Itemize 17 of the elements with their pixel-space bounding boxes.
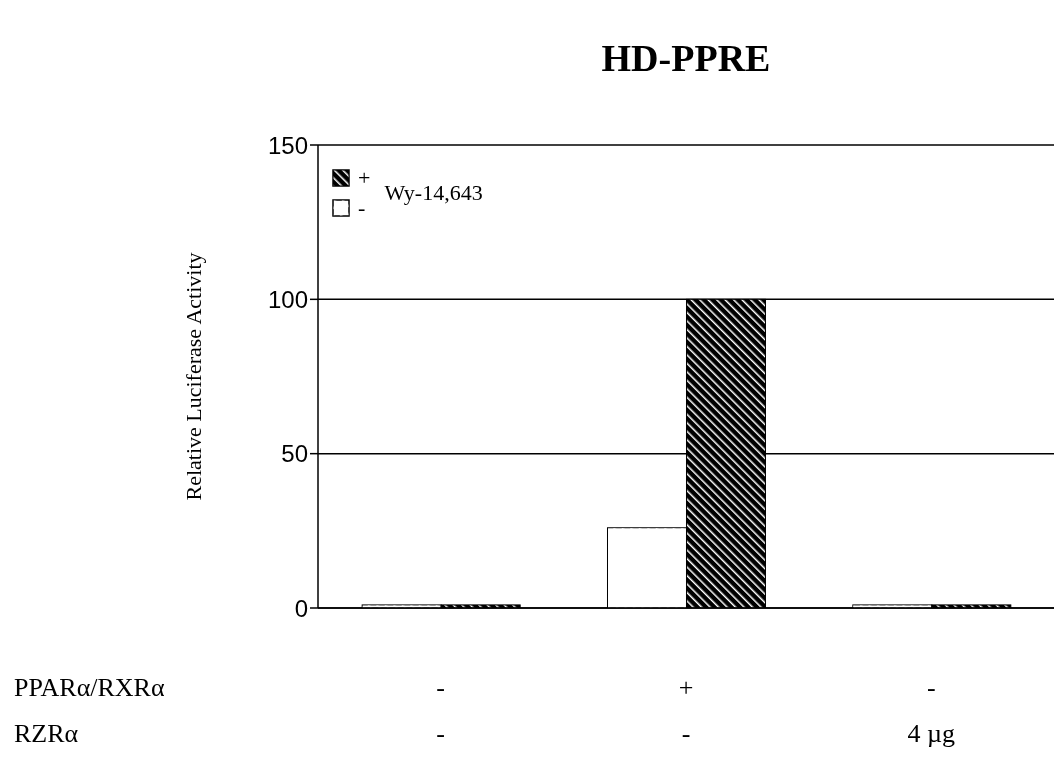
y-axis-title: Relative Luciferase Activity — [180, 252, 206, 501]
text: PPARα/RXRα — [14, 673, 165, 703]
text: - — [435, 719, 446, 749]
y-tick-label: 0 — [294, 594, 308, 622]
chart-title: HD-PPRE — [600, 36, 772, 80]
y-tick-label: 50 — [281, 440, 308, 468]
text: - — [435, 673, 446, 703]
legend-label: - — [358, 195, 366, 221]
y-tick-label: 150 — [267, 131, 308, 159]
legend-label: + — [358, 165, 371, 191]
legend-title: Wy-14,643 — [384, 180, 483, 206]
text: RZRα — [14, 719, 79, 749]
text: + — [677, 673, 695, 703]
text: - — [926, 673, 937, 703]
text: 4 µg — [906, 719, 957, 749]
y-tick-label: 100 — [267, 285, 308, 313]
text: - — [680, 719, 692, 749]
